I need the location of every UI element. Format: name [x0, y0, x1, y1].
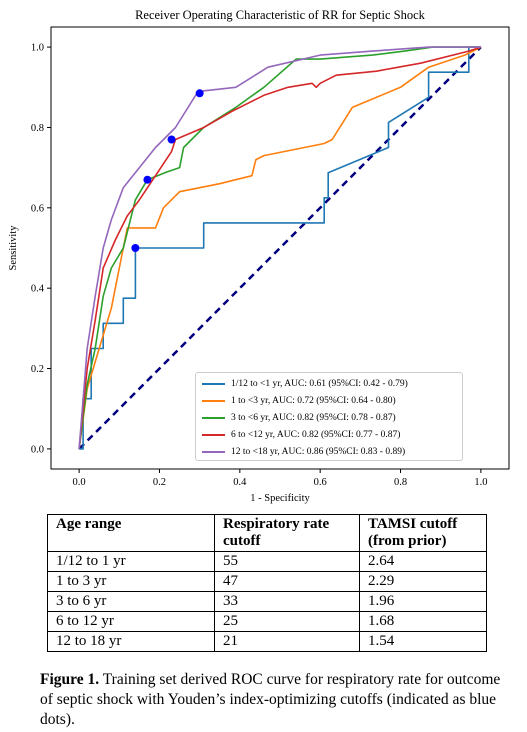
- legend-item: 12 to <18 yr, AUC: 0.86 (95%CI: 0.83 - 0…: [202, 444, 405, 460]
- chance-diagonal-line: [78, 46, 482, 450]
- y-tick-label: 0.6: [31, 203, 44, 214]
- legend-swatch: [202, 434, 225, 436]
- plot-area: [50, 26, 510, 470]
- table-cell: 1/12 to 1 yr: [47, 551, 215, 572]
- table-cell: 1 to 3 yr: [47, 571, 215, 592]
- roc-curve-series-2: [78, 46, 482, 450]
- legend-item: 1 to <3 yr, AUC: 0.72 (95%CI: 0.64 - 0.8…: [202, 393, 396, 409]
- x-tick-label: 0.6: [314, 477, 327, 488]
- table-cell: 21: [214, 631, 360, 652]
- y-axis-label: Sensitivity: [8, 225, 19, 271]
- legend-label: 1 to <3 yr, AUC: 0.72 (95%CI: 0.64 - 0.8…: [231, 396, 396, 406]
- y-tick-label: 0.0: [31, 444, 44, 455]
- column-header: Age range: [47, 514, 215, 552]
- cutoff-dots: [131, 89, 204, 252]
- legend-label: 12 to <18 yr, AUC: 0.86 (95%CI: 0.83 - 0…: [231, 447, 406, 457]
- legend-item: 3 to <6 yr, AUC: 0.82 (95%CI: 0.78 - 0.8…: [202, 410, 396, 426]
- y-tick-label: 0.4: [31, 284, 45, 295]
- x-tick-label: 0.4: [233, 477, 247, 488]
- table-cell: 55: [214, 551, 360, 572]
- cutoff-dot-series-4: [167, 135, 176, 144]
- table-row: 1/12 to 1 yr 55 2.64: [47, 551, 487, 572]
- caption-text: Training set derived ROC curve for respi…: [40, 671, 501, 728]
- cutoff-dot-series-5: [195, 89, 204, 98]
- legend-label: 6 to <12 yr, AUC: 0.82 (95%CI: 0.77 - 0.…: [231, 430, 401, 440]
- axis-ticks: 0.0 0.2 0.4 0.6 0.8 1.0 0.0 0.2 0.4 0.6 0.8 1.0: [31, 43, 488, 488]
- y-tick-label: 1.0: [31, 43, 44, 54]
- table-cell: 2.29: [359, 571, 487, 592]
- legend-label: 3 to <6 yr, AUC: 0.82 (95%CI: 0.78 - 0.8…: [231, 413, 396, 423]
- table-cell: 1.68: [359, 611, 487, 632]
- roc-curve-series-4: [78, 46, 482, 449]
- table-cell: 3 to 6 yr: [47, 591, 215, 612]
- cutoff-dot-series-3: [143, 175, 152, 184]
- table-cell: 47: [214, 571, 360, 592]
- table-cell: 25: [214, 611, 360, 632]
- table-cell: 1.96: [359, 591, 487, 612]
- x-tick-label: 0.0: [73, 477, 86, 488]
- roc-curve-series-5: [78, 46, 481, 449]
- legend-swatch: [202, 383, 225, 385]
- table-cell: 2.64: [359, 551, 487, 572]
- legend-swatch: [202, 451, 225, 453]
- table-cell: 1.54: [359, 631, 487, 652]
- table-header-row: Age range Respiratory rate cutoff TAMSI …: [47, 514, 487, 552]
- y-tick-label: 0.8: [31, 123, 44, 134]
- legend-label: 1/12 to <1 yr, AUC: 0.61 (95%CI: 0.42 - …: [231, 379, 408, 389]
- legend-item: 6 to <12 yr, AUC: 0.82 (95%CI: 0.77 - 0.…: [202, 427, 400, 443]
- legend-item: 1/12 to <1 yr, AUC: 0.61 (95%CI: 0.42 - …: [202, 376, 408, 392]
- roc-curve-series-3: [78, 46, 481, 449]
- table-row: 6 to 12 yr 25 1.68: [47, 611, 487, 632]
- cutoff-dot-series-1: [131, 244, 140, 252]
- table-cell: 6 to 12 yr: [47, 611, 215, 632]
- x-tick-label: 0.8: [394, 477, 407, 488]
- y-tick-label: 0.2: [31, 364, 44, 375]
- caption-label: Figure 1.: [40, 671, 100, 688]
- chart-legend: 1/12 to <1 yr, AUC: 0.61 (95%CI: 0.42 - …: [195, 372, 463, 461]
- table-cell: 33: [214, 591, 360, 612]
- table-cell: 12 to 18 yr: [47, 631, 215, 652]
- column-header: Respiratory rate cutoff: [214, 514, 360, 552]
- legend-swatch: [202, 400, 225, 402]
- column-header: TAMSI cutoff (from prior): [359, 514, 487, 552]
- table-row: 3 to 6 yr 33 1.96: [47, 591, 487, 612]
- legend-swatch: [202, 417, 225, 419]
- chart-title: Receiver Operating Characteristic of RR …: [135, 8, 426, 22]
- x-tick-label: 1.0: [474, 477, 487, 488]
- x-tick-label: 0.2: [153, 477, 166, 488]
- table-row: 12 to 18 yr 21 1.54: [47, 631, 487, 652]
- figure-caption: Figure 1. Training set derived ROC curve…: [40, 670, 510, 730]
- roc-chart: Receiver Operating Characteristic of RR …: [8, 8, 510, 504]
- cutoff-table: Age range Respiratory rate cutoff TAMSI …: [47, 514, 487, 652]
- x-axis-label: 1 - Specificity: [250, 493, 310, 504]
- table-row: 1 to 3 yr 47 2.29: [47, 571, 487, 592]
- roc-curves: [78, 46, 482, 450]
- roc-curve-series-1: [79, 46, 481, 450]
